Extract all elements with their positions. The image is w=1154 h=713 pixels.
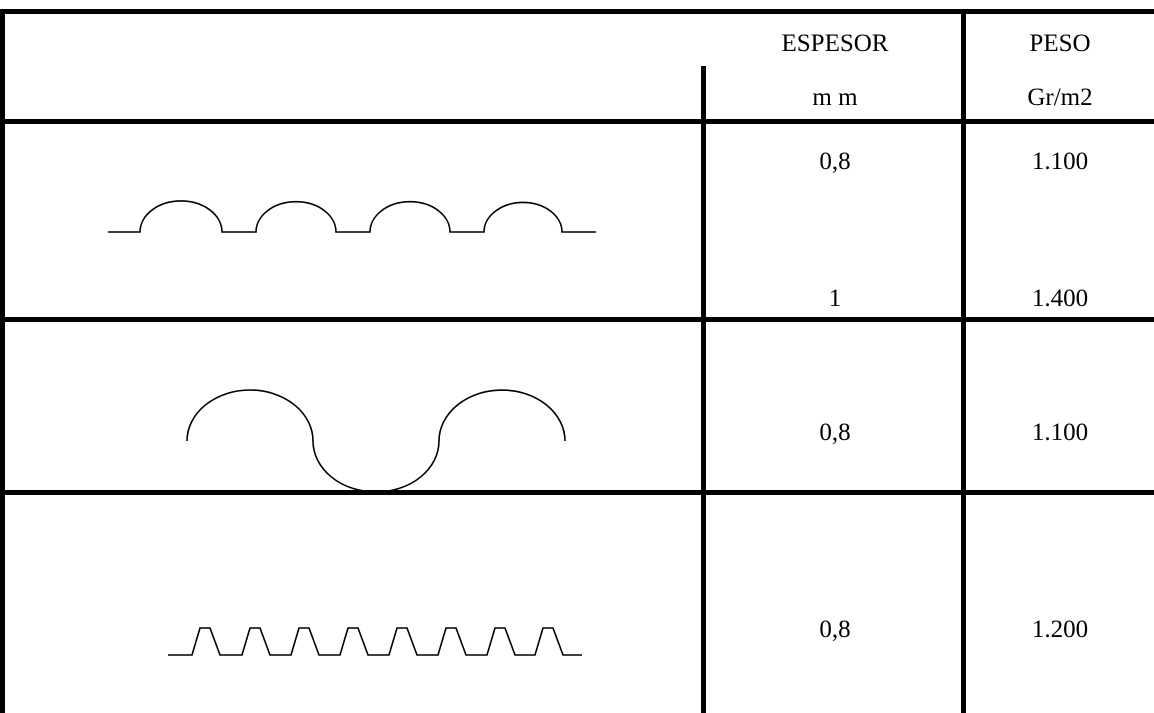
trapezoidal-profile bbox=[168, 627, 582, 656]
header-peso-unit: Gr/m2 bbox=[1027, 84, 1093, 111]
round-crest-corrugation-profile bbox=[108, 200, 596, 233]
column-divider-peso bbox=[961, 9, 966, 713]
row-1-bottom-border bbox=[0, 317, 1154, 322]
header-espesor: ESPESOR bbox=[781, 30, 889, 57]
header-peso: PESO bbox=[1029, 30, 1091, 57]
row-2-peso: 1.100 bbox=[1031, 419, 1089, 446]
column-divider-espesor bbox=[701, 66, 706, 713]
row-3-peso: 1.200 bbox=[1031, 616, 1089, 643]
row-1-peso-1: 1.100 bbox=[1031, 148, 1089, 175]
row-3-espesor: 0,8 bbox=[819, 616, 851, 643]
row-1-espesor-1: 0,8 bbox=[819, 148, 851, 175]
table-top-border bbox=[0, 9, 1154, 14]
table-left-border bbox=[0, 9, 5, 713]
row-1-espesor-2: 1 bbox=[828, 285, 842, 312]
sinusoidal-wave-profile bbox=[186, 389, 566, 493]
row-2-bottom-border bbox=[0, 490, 1154, 495]
header-espesor-unit: m m bbox=[812, 84, 858, 111]
header-bottom-border bbox=[0, 119, 1154, 124]
row-1-peso-2: 1.400 bbox=[1031, 285, 1089, 312]
row-2-espesor: 0,8 bbox=[819, 419, 851, 446]
